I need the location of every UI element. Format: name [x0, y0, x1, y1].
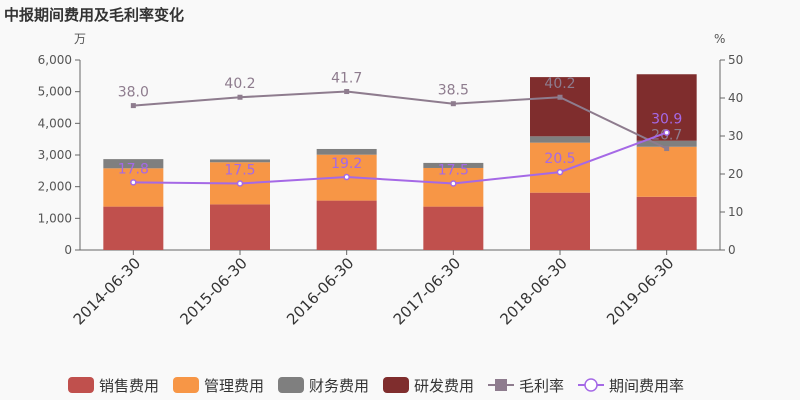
legend-marker-1 — [584, 378, 598, 392]
legend-label-0: 销售费用 — [99, 377, 159, 395]
line-1-label-3: 17.5 — [438, 163, 469, 179]
line-1-marker-4 — [556, 168, 564, 176]
line-1-label-1: 17.5 — [224, 163, 255, 179]
y-right-tick-label: 50 — [728, 53, 743, 67]
bar-0-4 — [530, 192, 590, 250]
bar-2-4 — [530, 136, 590, 143]
y-left-tick-label: 3,000 — [38, 148, 72, 162]
y-right-tick-label: 10 — [728, 205, 743, 219]
x-tick-label: 2018-06-30 — [496, 254, 570, 328]
y-right-unit-label: % — [714, 32, 725, 46]
bar-0-1 — [210, 204, 270, 250]
bar-0-0 — [103, 206, 164, 250]
legend-swatch-1 — [173, 377, 199, 393]
bar-0-3 — [423, 206, 484, 250]
line-1-label-0: 17.8 — [118, 161, 149, 177]
bar-2-0 — [103, 159, 164, 169]
line-0 — [133, 90, 668, 150]
y-left-tick-label: 5,000 — [38, 85, 72, 99]
line-0-label-4: 40.2 — [544, 76, 575, 92]
line-1-label-4: 20.5 — [544, 151, 575, 167]
line-0-label-3: 38.5 — [438, 83, 469, 99]
y-left-tick-label: 2,000 — [38, 180, 72, 194]
line-0-label-1: 40.2 — [224, 76, 255, 92]
y-left-tick-label: 4,000 — [38, 116, 72, 130]
legend-line-label-0: 毛利率 — [519, 377, 564, 395]
x-tick-label: 2019-06-30 — [603, 254, 677, 328]
bar-1-3 — [423, 167, 484, 207]
y-left-tick-label: 0 — [64, 243, 72, 257]
legend-marker-0 — [495, 379, 507, 391]
y-left-unit-label: 万 — [74, 32, 86, 46]
legend-swatch-0 — [68, 377, 94, 393]
line-0-marker-1 — [237, 94, 243, 100]
line-0-label-0: 38.0 — [118, 85, 149, 101]
y-right-tick-label: 30 — [728, 129, 743, 143]
line-1-marker-0 — [130, 179, 137, 186]
line-0-marker-2 — [344, 89, 350, 95]
y-left-tick-label: 6,000 — [38, 53, 72, 67]
line-1 — [133, 131, 668, 185]
bar-1-0 — [103, 168, 164, 207]
x-tick-label: 2016-06-30 — [283, 254, 357, 328]
line-1-label-5: 30.9 — [651, 112, 682, 128]
x-tick-label: 2014-06-30 — [70, 254, 144, 328]
line-0-label-2: 41.7 — [331, 71, 362, 87]
bar-2-2 — [316, 148, 377, 155]
bar-2-5 — [636, 140, 697, 147]
bar-1-5 — [636, 146, 697, 197]
line-0-marker-4 — [557, 94, 563, 100]
y-left-tick-label: 1,000 — [38, 211, 72, 225]
line-1-marker-1 — [236, 180, 244, 187]
y-right-tick-label: 20 — [728, 167, 743, 181]
line-0-marker-0 — [130, 103, 136, 109]
legend-label-2: 财务费用 — [309, 377, 369, 395]
line-0-marker-3 — [450, 101, 456, 107]
bar-1-4 — [530, 142, 590, 193]
legend-swatch-2 — [278, 377, 304, 393]
bar-2-3 — [423, 162, 484, 168]
line-1-marker-5 — [663, 129, 670, 136]
line-0-marker-5 — [664, 146, 670, 152]
bar-0-5 — [636, 196, 697, 250]
line-1-label-2: 19.2 — [331, 156, 362, 172]
legend-label-1: 管理费用 — [204, 377, 264, 395]
y-right-tick-label: 0 — [728, 243, 736, 257]
line-1-marker-2 — [343, 173, 350, 181]
bar-2-1 — [210, 159, 270, 163]
legend-swatch-3 — [383, 377, 409, 393]
legend-label-3: 研发费用 — [414, 377, 474, 395]
x-tick-label: 2017-06-30 — [390, 254, 464, 328]
line-1-marker-3 — [450, 180, 457, 187]
chart-title: 中报期间费用及毛利率变化 — [4, 6, 185, 24]
legend-line-label-1: 期间费用率 — [609, 377, 684, 395]
y-right-tick-label: 40 — [728, 91, 743, 105]
bar-0-2 — [316, 200, 377, 250]
x-tick-label: 2015-06-30 — [176, 254, 250, 328]
